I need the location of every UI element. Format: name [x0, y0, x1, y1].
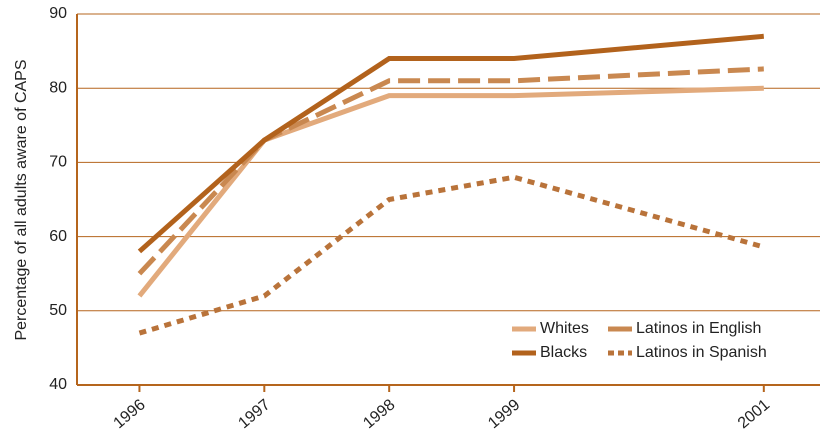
y-tick-label: 90 [49, 5, 67, 22]
legend-label: Blacks [540, 344, 587, 361]
legend-label: Whites [540, 320, 589, 337]
series-line [137, 85, 764, 298]
y-tick-label: 50 [49, 302, 67, 319]
y-tick-label: 80 [49, 79, 67, 96]
x-tick-label: 1998 [360, 396, 398, 432]
legend-label: Latinos in English [636, 320, 761, 337]
y-axis-label: Percentage of all adults aware of CAPS [13, 59, 30, 340]
x-tick-label: 1997 [235, 396, 273, 432]
x-tick-label: 1996 [111, 396, 149, 432]
y-tick-label: 60 [49, 228, 67, 245]
series-line [137, 33, 765, 254]
x-tick-label: 1999 [485, 396, 523, 432]
series-line [137, 66, 764, 276]
y-tick-label: 70 [49, 154, 67, 171]
y-tick-label: 40 [49, 376, 67, 393]
series-line [138, 174, 765, 336]
x-tick-label: 2001 [735, 396, 773, 432]
legend-label: Latinos in Spanish [636, 344, 767, 361]
